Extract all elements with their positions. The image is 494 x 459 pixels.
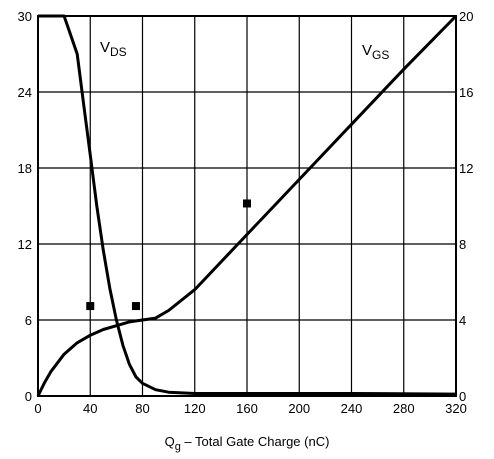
y-right-tick-label: 16: [459, 85, 473, 100]
y-left-tick-label: 30: [18, 9, 32, 24]
x-tick-label: 240: [341, 401, 363, 416]
series-label-ds: VDS: [100, 39, 127, 59]
x-tick-label: 280: [393, 401, 415, 416]
data-marker: [131, 302, 140, 311]
plot-frame: [37, 15, 457, 397]
x-tick-label: 0: [34, 401, 41, 416]
y-right-tick-label: 0: [459, 389, 466, 404]
series-line-ds: [38, 14, 457, 396]
data-marker: [86, 302, 95, 311]
x-tick-label: 80: [135, 401, 149, 416]
y-right-axis-ticks: 0 4 8 12 16 20: [459, 9, 473, 404]
x-tick-label: 40: [83, 401, 97, 416]
x-tick-label: 160: [236, 401, 258, 416]
y-right-tick-label: 12: [459, 161, 473, 176]
series-labels: VDS VGS: [100, 39, 389, 62]
grid: [38, 16, 456, 396]
y-right-tick-label: 20: [459, 9, 473, 24]
y-left-tick-label: 24: [18, 85, 32, 100]
y-left-tick-label: 18: [18, 161, 32, 176]
y-left-tick-label: 6: [25, 313, 32, 328]
y-right-tick-label: 4: [459, 313, 466, 328]
x-tick-label: 200: [288, 401, 310, 416]
x-axis-ticks: 0 40 80 120 160 200 240 280 320: [34, 401, 466, 416]
markers: [86, 199, 251, 311]
y-left-tick-label: 12: [18, 237, 32, 252]
x-tick-label: 320: [445, 401, 467, 416]
series-lines: [36, 14, 458, 397]
x-tick-label: 120: [184, 401, 206, 416]
y-right-tick-label: 8: [459, 237, 466, 252]
y-left-tick-label: 0: [25, 389, 32, 404]
data-marker: [243, 199, 251, 208]
y-left-axis-ticks: 0 6 12 18 24 30: [18, 9, 32, 404]
series-label-gs: VGS: [362, 42, 389, 62]
series-line-gs: [36, 14, 458, 397]
x-axis-title: Qg – Total Gate Charge (nC): [165, 434, 330, 453]
